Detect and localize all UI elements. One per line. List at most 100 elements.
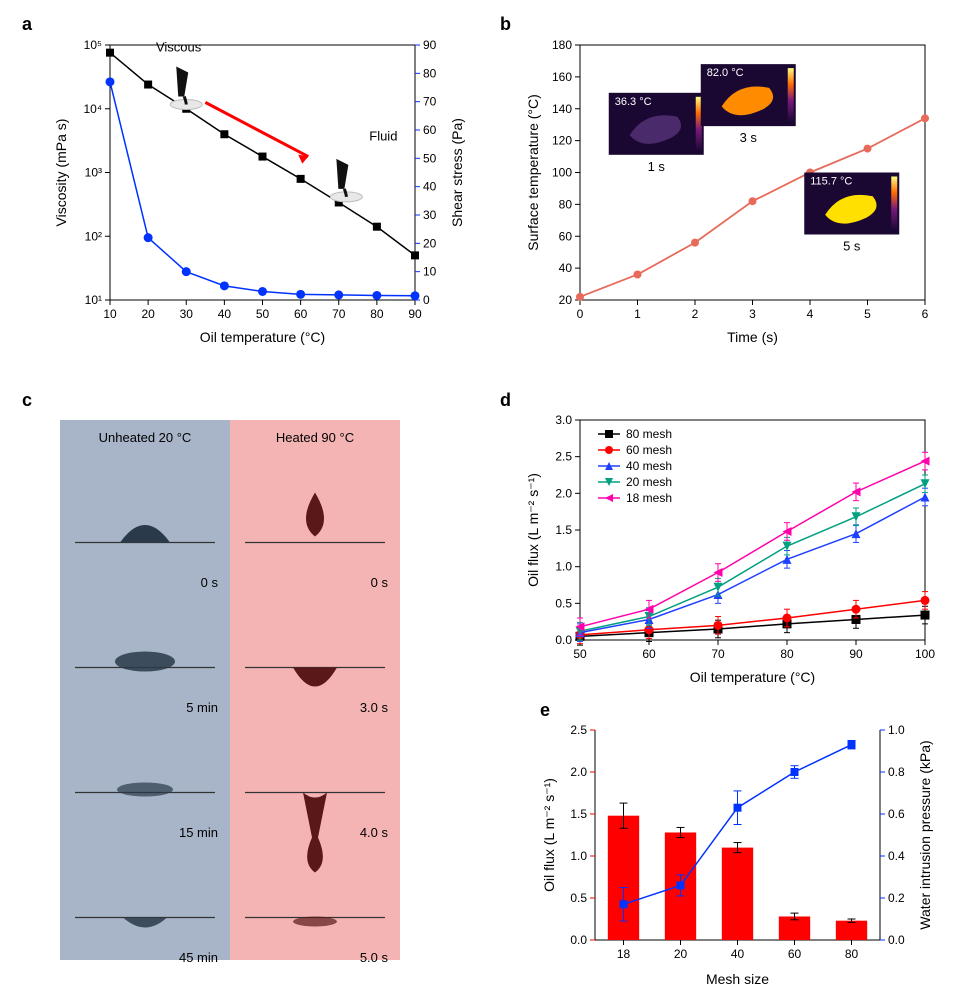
svg-text:45 min: 45 min [179,950,218,965]
svg-text:0.5: 0.5 [555,596,572,610]
svg-text:5: 5 [864,307,871,321]
svg-text:40: 40 [423,180,437,194]
svg-text:0.2: 0.2 [888,891,905,905]
svg-text:Viscous: Viscous [156,39,202,54]
svg-text:Oil flux (L m⁻² s⁻¹): Oil flux (L m⁻² s⁻¹) [525,473,541,587]
svg-text:60 mesh: 60 mesh [626,443,672,457]
panel-a-chart: 10203040506070809010¹10²10³10⁴10⁵0102030… [50,30,470,350]
svg-text:100: 100 [915,647,935,661]
panel-c-label: c [22,390,32,411]
svg-text:3 s: 3 s [740,130,758,145]
svg-text:20: 20 [559,293,573,307]
svg-text:10: 10 [103,307,117,321]
svg-text:10⁵: 10⁵ [84,38,102,52]
svg-text:Oil temperature (°C): Oil temperature (°C) [690,669,815,685]
svg-text:15 min: 15 min [179,825,218,840]
svg-text:0.6: 0.6 [888,807,905,821]
svg-text:40 mesh: 40 mesh [626,459,672,473]
svg-text:2.0: 2.0 [570,765,587,779]
svg-text:0.0: 0.0 [888,933,905,947]
svg-text:Heated 90 °C: Heated 90 °C [276,430,354,445]
svg-text:18 mesh: 18 mesh [626,491,672,505]
svg-text:80: 80 [780,647,794,661]
panel-d-chart: 50607080901000.00.51.01.52.02.53.0Oil te… [520,410,940,690]
svg-text:0.5: 0.5 [570,891,587,905]
svg-text:Oil flux (L m⁻² s⁻¹): Oil flux (L m⁻² s⁻¹) [541,778,557,892]
svg-text:40: 40 [218,307,232,321]
svg-text:30: 30 [423,208,437,222]
svg-text:160: 160 [552,70,572,84]
svg-text:0.0: 0.0 [555,633,572,647]
svg-text:0.0: 0.0 [570,933,587,947]
panel-c-diagram: Unheated 20 °C Heated 90 °C 0 s 0 s 5 min 3.0… [60,420,440,980]
svg-text:70: 70 [711,647,725,661]
panel-a-label: a [22,14,32,35]
svg-text:Viscosity (mPa s): Viscosity (mPa s) [53,119,69,227]
svg-text:60: 60 [423,123,437,137]
svg-text:Oil temperature (°C): Oil temperature (°C) [200,329,325,345]
svg-text:1: 1 [634,307,641,321]
panel-b-chart: 012345620406080100120140160180Time (s)Su… [520,30,940,350]
svg-text:40: 40 [731,947,745,961]
svg-text:60: 60 [642,647,656,661]
svg-text:80: 80 [423,66,437,80]
svg-text:5 min: 5 min [186,700,218,715]
svg-text:90: 90 [408,307,422,321]
svg-text:0: 0 [577,307,584,321]
svg-text:18: 18 [617,947,631,961]
svg-text:180: 180 [552,38,572,52]
svg-text:20 mesh: 20 mesh [626,475,672,489]
svg-text:0: 0 [423,293,430,307]
svg-text:20: 20 [674,947,688,961]
svg-text:3: 3 [749,307,756,321]
svg-text:100: 100 [552,166,572,180]
panel-b-label: b [500,14,511,35]
svg-text:0 s: 0 s [201,575,219,590]
svg-text:1.0: 1.0 [888,723,905,737]
svg-text:Time (s): Time (s) [727,329,778,345]
svg-text:20: 20 [141,307,155,321]
svg-text:Surface temperature (°C): Surface temperature (°C) [525,94,541,251]
svg-text:5 s: 5 s [843,239,861,254]
svg-text:50: 50 [423,151,437,165]
svg-text:1.0: 1.0 [555,560,572,574]
svg-text:120: 120 [552,134,572,148]
svg-text:40: 40 [559,261,573,275]
svg-text:82.0 °C: 82.0 °C [707,67,744,79]
svg-text:80: 80 [845,947,859,961]
svg-text:4: 4 [807,307,814,321]
svg-text:1.5: 1.5 [570,807,587,821]
svg-text:2: 2 [692,307,699,321]
svg-text:2.0: 2.0 [555,486,572,500]
panel-d-label: d [500,390,511,411]
svg-text:2.5: 2.5 [555,450,572,464]
svg-text:60: 60 [294,307,308,321]
panel-e-label: e [540,700,550,721]
svg-text:50: 50 [573,647,587,661]
svg-text:5.0 s: 5.0 s [360,950,389,965]
svg-text:Mesh size: Mesh size [706,971,769,987]
svg-text:1 s: 1 s [648,159,666,174]
svg-text:3.0 s: 3.0 s [360,700,389,715]
svg-text:115.7 °C: 115.7 °C [810,176,852,188]
svg-text:Unheated 20 °C: Unheated 20 °C [99,430,192,445]
svg-text:10: 10 [423,265,437,279]
svg-text:90: 90 [849,647,863,661]
svg-text:70: 70 [423,95,437,109]
svg-text:10³: 10³ [85,166,102,180]
svg-text:90: 90 [423,38,437,52]
svg-text:60: 60 [559,229,573,243]
svg-text:6: 6 [922,307,929,321]
svg-text:60: 60 [788,947,802,961]
svg-text:Shear stress (Pa): Shear stress (Pa) [449,118,465,227]
svg-text:0.4: 0.4 [888,849,905,863]
svg-text:0 s: 0 s [371,575,389,590]
svg-text:36.3 °C: 36.3 °C [615,96,652,108]
svg-text:30: 30 [180,307,194,321]
svg-text:4.0 s: 4.0 s [360,825,389,840]
panel-e-chart: 0.00.51.01.52.02.50.00.20.40.60.81.01820… [540,720,940,990]
svg-text:10¹: 10¹ [85,293,102,307]
svg-text:1.0: 1.0 [570,849,587,863]
svg-text:20: 20 [423,236,437,250]
svg-text:140: 140 [552,102,572,116]
